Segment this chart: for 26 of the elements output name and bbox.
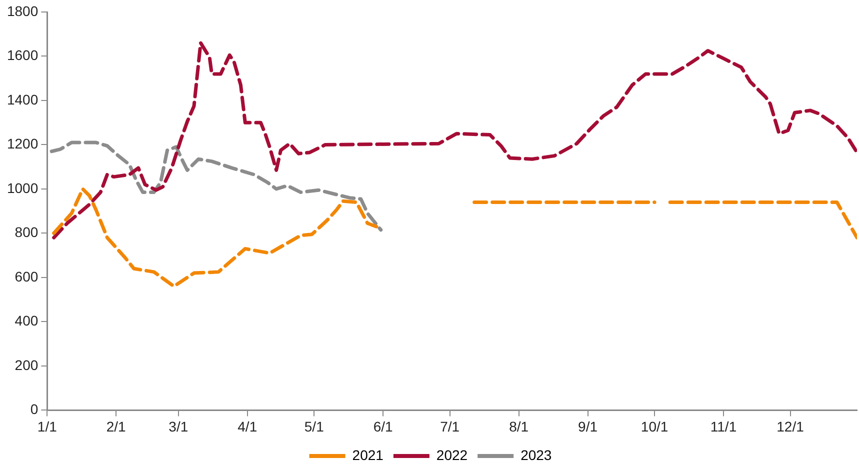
y-tick-label: 1000 [6,180,38,196]
x-tick-label: 4/1 [238,418,258,434]
x-tick-label: 5/1 [304,418,324,434]
y-tick-label: 1400 [6,91,38,108]
y-tick-label: 600 [14,268,38,284]
x-tick-label: 8/1 [509,418,529,434]
x-tick-label: 2/1 [106,418,126,434]
y-tick-label: 1600 [6,47,38,64]
legend-label: 2021 [352,446,384,463]
legend-label: 2023 [520,446,552,463]
legend-label: 2022 [436,446,468,463]
y-tick-label: 1200 [6,136,38,152]
line-series [50,140,383,232]
y-tick-label: 0 [30,401,38,418]
x-tick-label: 6/1 [373,418,394,434]
x-tick-label: 12/1 [776,418,804,434]
x-tick-label: 11/1 [710,418,737,434]
y-tick-label: 400 [14,312,38,329]
x-tick-label: 9/1 [578,418,598,434]
x-tick-label: 1/1 [37,418,58,434]
x-tick-label: 3/1 [168,418,188,434]
x-tick-label: 10/1 [640,418,668,434]
y-tick-label: 1800 [6,2,38,19]
y-tick-label: 800 [14,224,38,240]
y-tick-label: 200 [14,356,38,373]
x-tick-label: 7/1 [440,418,460,434]
